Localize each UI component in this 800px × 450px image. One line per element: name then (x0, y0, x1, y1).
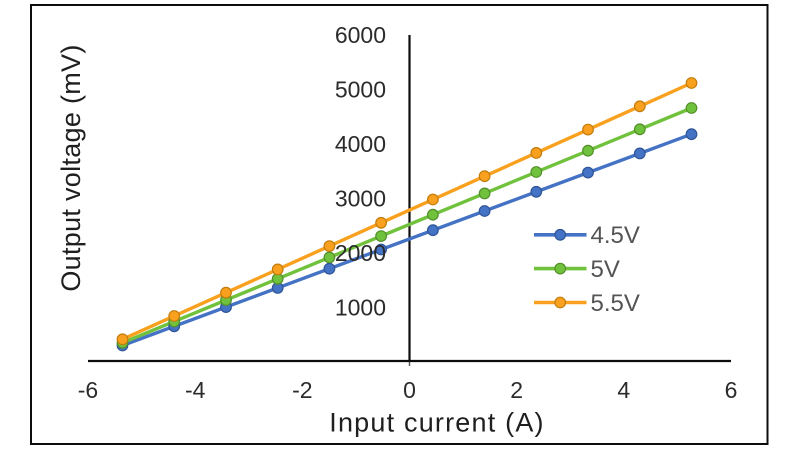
svg-text:5.5V: 5.5V (591, 290, 640, 317)
svg-text:4: 4 (617, 377, 630, 403)
svg-text:Output voltage (mV): Output voltage (mV) (56, 44, 86, 291)
svg-text:-6: -6 (78, 377, 98, 403)
svg-text:1000: 1000 (335, 295, 386, 321)
svg-text:2: 2 (510, 377, 523, 403)
svg-text:6000: 6000 (335, 22, 386, 48)
svg-text:3000: 3000 (335, 186, 386, 212)
svg-text:4000: 4000 (335, 131, 386, 157)
svg-text:5V: 5V (591, 256, 620, 283)
svg-text:0: 0 (403, 377, 416, 403)
svg-text:6: 6 (725, 377, 738, 403)
svg-text:Input current (A): Input current (A) (329, 408, 544, 438)
svg-text:2000: 2000 (335, 240, 386, 266)
svg-text:-4: -4 (185, 377, 206, 403)
svg-text:-2: -2 (292, 377, 312, 403)
svg-text:5000: 5000 (335, 77, 386, 103)
svg-text:4.5V: 4.5V (591, 222, 640, 249)
